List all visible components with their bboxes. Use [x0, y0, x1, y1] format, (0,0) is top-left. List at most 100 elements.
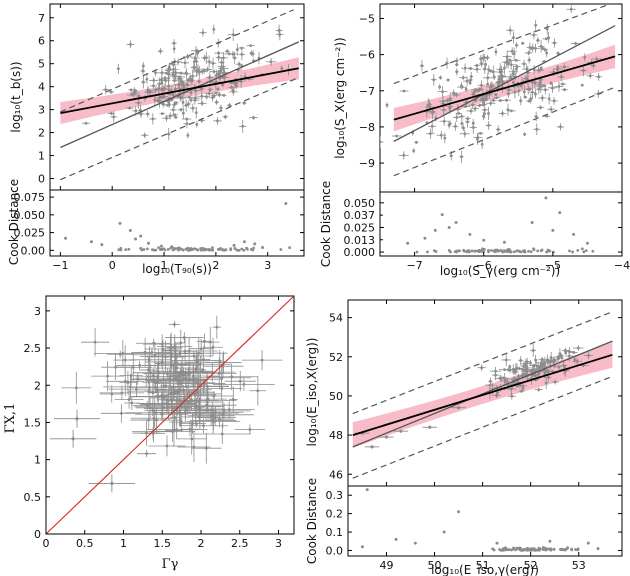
sx-cook-marks — [406, 196, 595, 254]
gamma-marker — [175, 428, 179, 432]
tb_t90-marker — [186, 55, 190, 59]
gamma-outlier-point — [49, 429, 97, 448]
gamma-marker — [131, 365, 135, 369]
sx_sgamma-data-point — [523, 95, 528, 99]
gamma-data-point — [149, 420, 196, 442]
eiso-xtick-label: 52 — [524, 559, 538, 572]
sx_sgamma-cook-point — [432, 249, 436, 252]
tb_t90-marker — [173, 113, 177, 117]
sx_sgamma-data-point — [457, 85, 467, 89]
gamma-data-point — [136, 395, 197, 412]
sx_sgamma-marker — [448, 105, 452, 109]
gamma-data-point — [212, 315, 222, 339]
gamma-data-point — [124, 396, 140, 410]
tb_t90-data-point — [224, 49, 230, 54]
gamma-marker — [145, 452, 149, 456]
gamma-data-point — [196, 333, 212, 350]
tb_t90-ytick-label: 5 — [38, 58, 45, 71]
eiso-data-point — [525, 366, 529, 374]
sx_sgamma-data-point — [427, 99, 432, 110]
tb_t90-marker — [235, 84, 238, 88]
sx_sgamma-data-point — [473, 133, 483, 142]
sx_sgamma-cook-point — [576, 248, 580, 252]
eiso-marker — [576, 346, 580, 350]
sx_sgamma-data-point — [478, 60, 485, 68]
tb_t90-identity-line — [60, 41, 300, 149]
tb_t90-data-point — [168, 92, 178, 97]
tb_t90-data-point — [235, 43, 239, 56]
tb_t90-data-point — [205, 89, 214, 98]
sx_sgamma-marker — [487, 68, 491, 72]
tb_t90-marker — [194, 89, 198, 92]
sx_sgamma-data-point — [541, 84, 550, 95]
sx_sgamma-marker — [543, 48, 547, 52]
sx_sgamma-data-point — [534, 89, 537, 99]
tb_t90-marker — [162, 86, 166, 90]
eiso-marker — [559, 353, 563, 357]
sx_sgamma-marker — [442, 119, 446, 123]
panel-tb-t90: 0 1 2 3 4 5 6 7 −1 0 1 2 3 0.00 0.025 0.050 0.075 log₁₀(… — [7, 3, 305, 276]
tb_t90-data-point — [140, 67, 146, 75]
eiso-data-point — [534, 387, 543, 392]
eiso-data-point — [573, 356, 577, 364]
sx_sgamma-cook-point — [495, 248, 499, 252]
sx_sgamma-marker — [521, 41, 525, 45]
sx_sgamma-marker — [402, 153, 406, 157]
eiso-marker — [539, 361, 543, 365]
tb_t90-cook-point — [100, 243, 104, 247]
sx_sgamma-data-point — [477, 80, 486, 91]
sx_sgamma-data-point — [398, 151, 409, 160]
sx_sgamma-data-point — [508, 65, 519, 78]
gamma-marker — [171, 429, 174, 433]
sx_sgamma-cook-point — [465, 249, 469, 253]
gamma-marker — [198, 362, 202, 366]
gamma-data-point — [249, 376, 267, 406]
tb_t90-data-point — [169, 105, 177, 115]
eiso-cook-point — [570, 547, 574, 551]
gamma-marker — [196, 381, 200, 385]
gamma-marker — [193, 405, 197, 409]
eiso-outlier-marker — [428, 425, 432, 429]
sx_sgamma-data-point — [536, 105, 545, 110]
gamma-marker — [120, 391, 124, 395]
eiso-cook-point — [542, 546, 545, 549]
tb_t90-cook-ytick-label: 0.00 — [21, 244, 46, 257]
sx_sgamma-data-point — [512, 85, 518, 99]
tb_t90-marker — [157, 87, 161, 91]
tb-y-axis-label: log₁₀(t_b(s)) — [9, 61, 23, 132]
sx_sgamma-data-point — [547, 105, 556, 113]
sx_sgamma-marker — [462, 126, 465, 130]
eiso-marker — [553, 380, 557, 384]
tb_t90-data-point — [210, 94, 218, 98]
gamma-marker — [197, 407, 201, 411]
tb_t90-cook-point — [184, 247, 188, 251]
sx_sgamma-xtick-label: −4 — [614, 259, 630, 272]
eiso-data-point — [573, 345, 584, 351]
sx_sgamma-marker — [461, 76, 465, 80]
sx_sgamma-data-point — [530, 43, 535, 53]
sx_sgamma-marker — [527, 51, 531, 55]
eiso-cook-point — [519, 548, 523, 552]
tb_t90-cook-point — [64, 236, 68, 240]
gamma-data-point — [194, 400, 205, 419]
tb_t90-marker — [196, 68, 200, 72]
eiso-marker — [567, 350, 571, 353]
sx_sgamma-marker — [457, 112, 461, 115]
eiso-cook-point — [506, 548, 510, 552]
sx_sgamma-cook-point — [447, 225, 451, 229]
sx_sgamma-marker — [503, 66, 506, 70]
sx_sgamma-marker — [559, 75, 563, 79]
tb_t90-cook-point — [242, 240, 246, 244]
gamma-marker — [190, 437, 194, 441]
tb_t90-data-point — [197, 67, 207, 75]
sx_sgamma-data-point — [502, 50, 512, 63]
gamma-marker — [160, 412, 164, 416]
eiso-cook-point — [509, 548, 513, 552]
tb_t90-data-point — [167, 63, 171, 71]
eiso-cook-point — [552, 547, 556, 551]
sx_sgamma-data-point — [526, 99, 533, 103]
sx_sgamma-cook-point — [591, 249, 595, 253]
sx_sgamma-data-point — [452, 121, 459, 131]
sx_sgamma-data-point — [583, 53, 587, 62]
sx_sgamma-cook-point — [536, 249, 540, 253]
